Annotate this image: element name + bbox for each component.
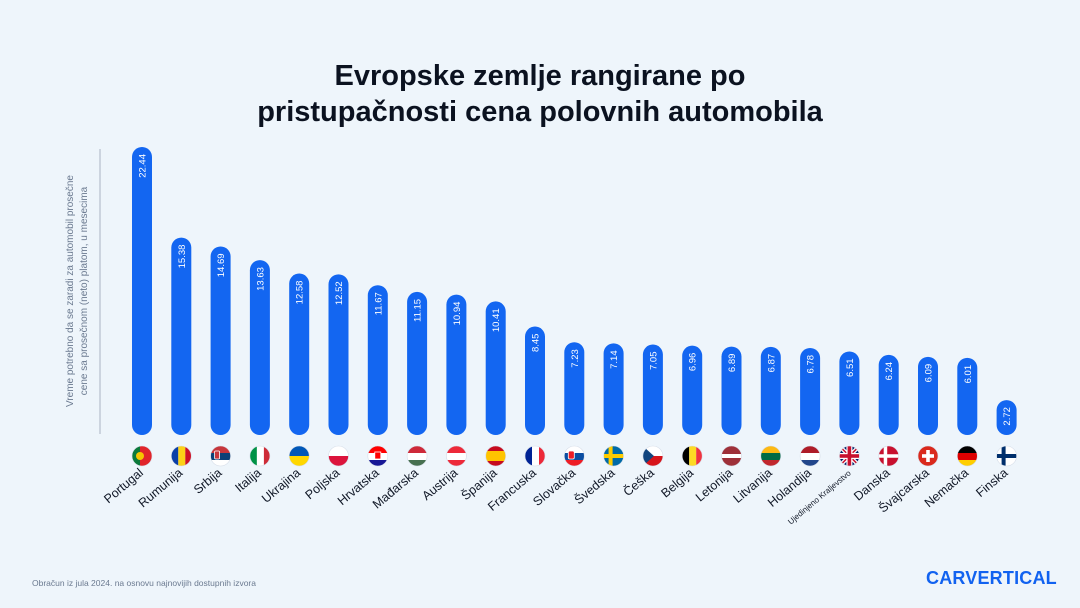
value-label-12: 7.23 bbox=[570, 349, 581, 368]
y-axis-label-line2: cene sa prosečnom (neto) platom, u mesec… bbox=[79, 186, 90, 395]
croatia-flag bbox=[367, 445, 389, 467]
bar-17 bbox=[760, 346, 781, 435]
bar-23 bbox=[996, 400, 1017, 435]
x-tick-label-15: Belgija bbox=[658, 466, 696, 501]
bar-13 bbox=[603, 343, 624, 435]
slovakia-flag bbox=[563, 445, 585, 467]
flags-group bbox=[131, 445, 1017, 467]
value-label-14: 7.05 bbox=[648, 352, 659, 371]
finland-flag bbox=[996, 445, 1017, 467]
czechia-flag bbox=[642, 445, 664, 467]
value-label-13: 7.14 bbox=[609, 350, 620, 369]
value-label-11: 8.45 bbox=[531, 334, 542, 353]
bar-4 bbox=[249, 260, 270, 435]
x-tick-label-3: Srbija bbox=[191, 466, 225, 497]
poland-flag bbox=[328, 445, 349, 467]
value-label-18: 6.78 bbox=[806, 355, 817, 374]
italy-flag bbox=[249, 445, 271, 467]
bar-19 bbox=[839, 351, 860, 435]
value-label-23: 2.72 bbox=[1002, 407, 1013, 426]
value-label-22: 6.01 bbox=[963, 365, 974, 384]
france-flag bbox=[524, 445, 546, 467]
x-tick-label-9: Austrija bbox=[419, 466, 460, 504]
belgium-flag bbox=[681, 445, 703, 467]
x-tick-label-23: Finska bbox=[973, 466, 1010, 500]
bar-14 bbox=[642, 344, 663, 435]
value-label-19: 6.51 bbox=[845, 358, 856, 377]
value-label-15: 6.96 bbox=[688, 353, 699, 372]
sweden-flag bbox=[603, 445, 624, 467]
bar-2 bbox=[171, 237, 192, 435]
bars-group: 22.44 15.38 14.69 13.63 12.58 12.52 11.67 11.15… bbox=[132, 147, 1017, 435]
latvia-flag bbox=[721, 445, 742, 467]
x-tick-label-4: Italija bbox=[232, 466, 263, 496]
uk-flag bbox=[839, 445, 860, 467]
bar-9 bbox=[446, 294, 467, 435]
netherlands-flag bbox=[799, 445, 821, 467]
x-tick-label-2: Rumunija bbox=[136, 466, 185, 511]
bar-12 bbox=[564, 342, 585, 435]
lithuania-flag bbox=[760, 445, 782, 467]
x-tick-label-22: Nemačka bbox=[922, 466, 971, 511]
romania-flag bbox=[171, 445, 192, 467]
bar-16 bbox=[721, 346, 742, 435]
hungary-flag bbox=[406, 445, 428, 467]
switzerland-flag bbox=[917, 445, 939, 467]
bar-7 bbox=[367, 285, 388, 435]
value-label-20: 6.24 bbox=[884, 362, 895, 381]
value-label-2: 15.38 bbox=[177, 245, 188, 269]
bar-22 bbox=[957, 357, 978, 435]
bar-5 bbox=[289, 273, 310, 435]
bar-8 bbox=[407, 291, 428, 435]
value-label-17: 6.87 bbox=[766, 354, 777, 373]
value-label-8: 11.15 bbox=[413, 299, 424, 322]
value-label-9: 10.94 bbox=[452, 302, 463, 326]
value-label-4: 13.63 bbox=[255, 267, 266, 291]
bar-15 bbox=[682, 345, 703, 435]
bar-21 bbox=[918, 356, 938, 435]
portugal-flag bbox=[131, 445, 153, 467]
x-tick-label-5: Ukrajina bbox=[259, 466, 303, 506]
value-label-6: 12.52 bbox=[334, 281, 345, 305]
x-tick-label-12: Slovačka bbox=[530, 466, 578, 509]
y-axis-label: Vreme potrebno da se zaradi za automobil… bbox=[65, 175, 90, 407]
germany-flag bbox=[956, 445, 978, 467]
bar-11 bbox=[525, 326, 545, 435]
value-label-5: 12.58 bbox=[295, 281, 306, 305]
x-tick-label-14: Češka bbox=[620, 465, 657, 499]
x-tick-label-16: Letonija bbox=[693, 466, 736, 505]
bar-20 bbox=[878, 354, 899, 435]
brand-logo: CARVERTICAL bbox=[926, 568, 1057, 588]
value-label-3: 14.69 bbox=[216, 253, 227, 277]
value-label-21: 6.09 bbox=[924, 364, 935, 383]
footnote: Obračun iz jula 2024. na osnovu najnovij… bbox=[32, 578, 256, 588]
value-label-1: 22.44 bbox=[138, 154, 149, 178]
austria-flag bbox=[446, 445, 467, 467]
x-tick-label-13: Švedska bbox=[571, 465, 617, 507]
serbia-flag bbox=[210, 445, 231, 467]
value-label-10: 10.41 bbox=[491, 308, 502, 332]
bar-1 bbox=[132, 147, 152, 435]
value-label-7: 11.67 bbox=[373, 292, 384, 315]
chart-title-line1: Evropske zemlje rangirane po bbox=[334, 60, 746, 92]
spain-flag bbox=[485, 445, 507, 467]
bar-6 bbox=[328, 274, 349, 435]
bar-18 bbox=[800, 347, 821, 435]
value-label-16: 6.89 bbox=[727, 354, 738, 373]
bar-10 bbox=[485, 301, 506, 435]
chart-title: Evropske zemlje rangirane po pristupačno… bbox=[140, 58, 940, 130]
y-axis-label-line1: Vreme potrebno da se zaradi za automobil… bbox=[65, 175, 76, 407]
ukraine-flag bbox=[288, 445, 310, 467]
chart-title-line2: pristupačnosti cena polovnih automobila bbox=[257, 96, 823, 128]
bar-3 bbox=[210, 246, 231, 435]
denmark-flag bbox=[878, 445, 900, 467]
